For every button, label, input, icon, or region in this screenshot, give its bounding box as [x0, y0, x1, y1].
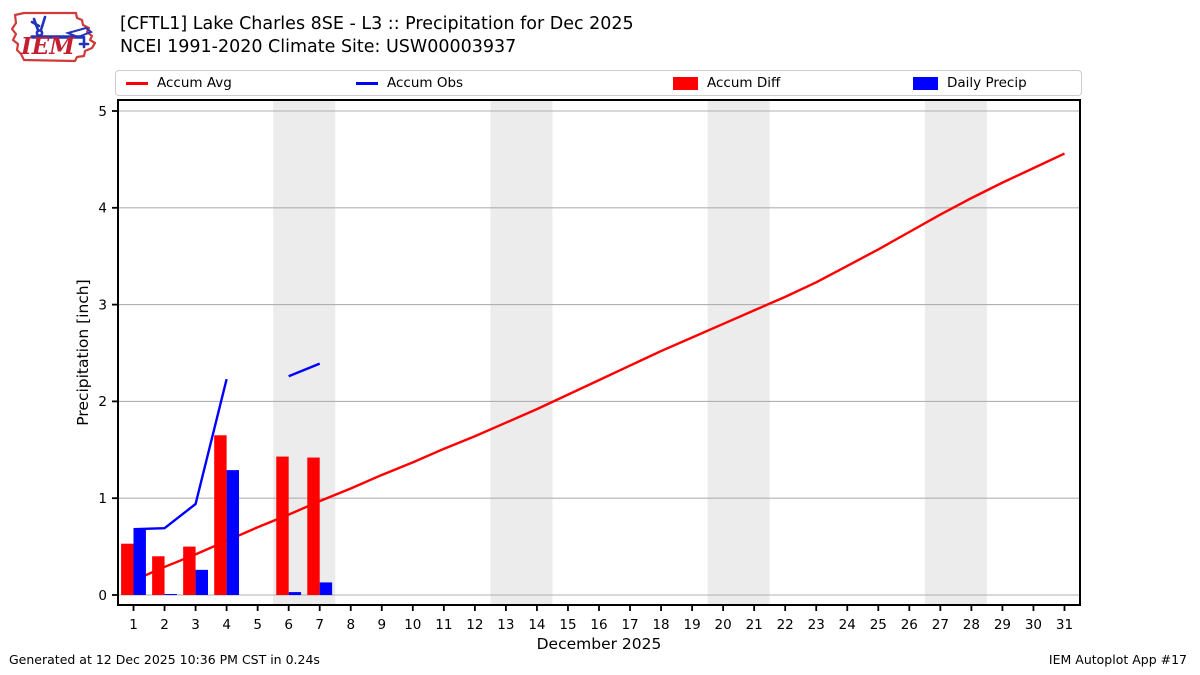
line-swatch-icon [356, 81, 378, 85]
legend-item-accum-obs: Accum Obs [356, 71, 463, 95]
daily-precip-bar-day-1 [133, 529, 146, 595]
x-tick-label-25: 25 [870, 617, 887, 633]
y-tick-label-5: 5 [98, 104, 107, 120]
chart-title: [CFTL1] Lake Charles 8SE - L3 :: Precipi… [120, 14, 634, 34]
title-block: [CFTL1] Lake Charles 8SE - L3 :: Precipi… [120, 13, 634, 59]
chart-subtitle: NCEI 1991-2020 Climate Site: USW00003937 [120, 37, 517, 57]
x-tick-label-3: 3 [191, 617, 200, 633]
y-tick-label-4: 4 [98, 201, 107, 217]
weather-vane-icon [30, 15, 93, 49]
x-tick-label-24: 24 [839, 617, 856, 633]
x-tick-label-16: 16 [590, 617, 607, 633]
x-tick-label-23: 23 [808, 617, 825, 633]
x-tick-label-17: 17 [621, 617, 638, 633]
daily-precip-bar-day-2 [164, 594, 177, 595]
rect-swatch-icon [673, 76, 698, 90]
generated-at-text: Generated at 12 Dec 2025 10:36 PM CST in… [9, 652, 320, 667]
x-tick-label-8: 8 [346, 617, 355, 633]
x-tick-label-19: 19 [684, 617, 701, 633]
x-tick-label-20: 20 [715, 617, 732, 633]
weekend-band [490, 100, 553, 605]
x-tick-label-27: 27 [932, 617, 949, 633]
y-axis-label: Precipitation [inch] [74, 279, 92, 425]
iem-logo: IEM [8, 6, 114, 66]
x-tick-label-4: 4 [222, 617, 231, 633]
y-tick-label-0: 0 [98, 588, 107, 604]
x-tick-label-15: 15 [559, 617, 576, 633]
autoplot-app-text: IEM Autoplot App #17 [1048, 652, 1187, 667]
weekend-band [707, 100, 770, 605]
x-tick-label-9: 9 [377, 617, 386, 633]
x-tick-label-30: 30 [1025, 617, 1042, 633]
x-tick-label-18: 18 [652, 617, 669, 633]
daily-precip-bar-day-3 [195, 569, 208, 595]
accum-obs-line-segment-1 [133, 378, 228, 531]
x-tick-label-13: 13 [497, 617, 514, 633]
legend-label: Daily Precip [947, 75, 1027, 91]
legend-item-accum-avg: Accum Avg [126, 71, 232, 95]
legend-label: Accum Obs [387, 75, 464, 91]
logo-text: IEM [20, 33, 76, 60]
accum-diff-bar-day-4 [214, 435, 227, 595]
accum-diff-bar-day-6 [276, 456, 289, 595]
y-tick-label-1: 1 [98, 491, 107, 507]
weekend-band [924, 100, 987, 605]
rect-swatch-icon [913, 76, 938, 90]
accum-obs-line-segment-2 [288, 362, 321, 378]
x-axis-label: December 2025 [537, 635, 662, 653]
iem-logo-svg: IEM [10, 11, 97, 63]
x-tick-label-14: 14 [528, 617, 545, 633]
x-tick-label-6: 6 [284, 617, 293, 633]
x-tick-label-10: 10 [404, 617, 421, 633]
y-tick-label-3: 3 [98, 297, 107, 313]
x-tick-label-12: 12 [466, 617, 483, 633]
x-tick-label-28: 28 [963, 617, 980, 633]
line-swatch-icon [126, 81, 148, 85]
legend-label: Accum Diff [707, 75, 781, 91]
x-tick-label-21: 21 [746, 617, 763, 633]
accum-diff-bar-day-7 [307, 457, 320, 595]
accum-diff-bar-day-2 [152, 556, 165, 595]
x-tick-label-7: 7 [315, 617, 324, 633]
x-tick-label-29: 29 [994, 617, 1011, 633]
x-tick-label-22: 22 [777, 617, 794, 633]
daily-precip-bar-day-4 [226, 470, 240, 595]
x-tick-label-31: 31 [1056, 617, 1073, 633]
x-tick-label-26: 26 [901, 617, 918, 633]
legend-item-accum-diff: Accum Diff [673, 71, 780, 95]
accum-diff-bar-day-1 [121, 543, 134, 595]
x-tick-label-2: 2 [160, 617, 169, 633]
chart-legend: Accum Avg Accum Obs Accum Diff Daily Precip [115, 70, 1082, 96]
daily-precip-bar-day-7 [319, 582, 333, 595]
legend-item-daily-precip: Daily Precip [913, 71, 1027, 95]
legend-label: Accum Avg [157, 75, 232, 91]
x-tick-label-5: 5 [253, 617, 262, 633]
x-tick-label-1: 1 [129, 617, 138, 633]
y-tick-label-2: 2 [98, 394, 107, 410]
daily-precip-bar-day-6 [288, 592, 302, 595]
x-tick-label-11: 11 [435, 617, 452, 633]
accum-diff-bar-day-3 [183, 546, 196, 595]
